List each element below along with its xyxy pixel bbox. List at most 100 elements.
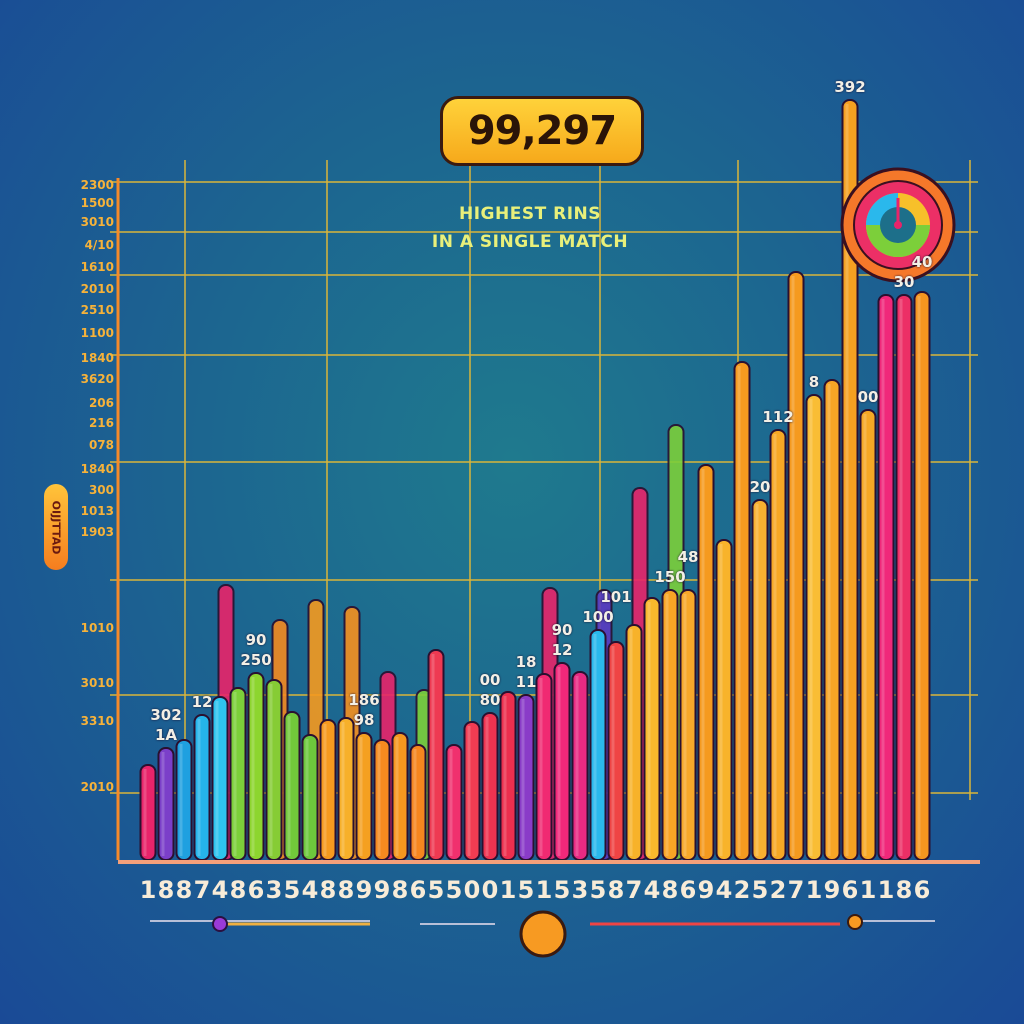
bar-highlight [593, 634, 597, 856]
x-tick-label: 9 [823, 876, 841, 904]
bar [643, 597, 661, 861]
y-tick-label: 2510 [80, 303, 114, 317]
bar [805, 394, 823, 861]
bar-highlight [287, 716, 291, 856]
x-tick-label: 1 [535, 876, 553, 904]
x-tick-label: 2 [733, 876, 751, 904]
bar-highlight [521, 699, 525, 856]
y-tick-label: 3010 [80, 675, 114, 690]
x-tick-label: 1 [499, 876, 517, 904]
x-tick-label: 6 [409, 876, 427, 904]
x-tick-label: 9 [355, 876, 373, 904]
bar [211, 696, 229, 861]
x-tick-label: 4 [211, 876, 229, 904]
y-tick-label: 3310 [80, 713, 114, 728]
x-tick-label: 5 [283, 876, 301, 904]
bar [625, 624, 643, 861]
x-tick-label: 9 [373, 876, 391, 904]
bar [661, 589, 679, 861]
x-tick-label: 1 [859, 876, 877, 904]
bar-highlight [449, 749, 453, 856]
bar-highlight [503, 696, 507, 856]
slider-handle-right[interactable] [847, 914, 863, 930]
x-tick-label: 9 [697, 876, 715, 904]
bar [427, 649, 445, 861]
bar [679, 589, 697, 861]
x-tick-label: 6 [841, 876, 859, 904]
bar-highlight [647, 602, 651, 856]
bar [697, 464, 715, 861]
bar [589, 629, 607, 861]
bar [391, 732, 409, 861]
slider-handle-center[interactable] [519, 910, 567, 958]
bar-highlight [233, 692, 237, 856]
bar-highlight [413, 749, 417, 856]
x-tick-label: 5 [517, 876, 535, 904]
bar [517, 694, 535, 861]
y-tick-label: 1013 [80, 504, 114, 518]
x-tick-label: 8 [895, 876, 913, 904]
bar-highlight [557, 667, 561, 856]
bottom-slider[interactable] [150, 910, 935, 958]
x-tick-label: 4 [301, 876, 319, 904]
bar-highlight [467, 726, 471, 856]
data-label: 90 [551, 621, 573, 639]
bar-highlight [251, 677, 255, 856]
bar-highlight [629, 629, 633, 856]
bar [895, 294, 913, 861]
bar [337, 717, 355, 861]
y-tick-label: 2010 [80, 282, 114, 296]
data-label: 186 [348, 691, 380, 709]
bar [715, 539, 733, 861]
bar-highlight [863, 414, 867, 856]
bar-highlight [431, 654, 435, 856]
x-tick-label: 6 [913, 876, 931, 904]
x-tick-label: 7 [193, 876, 211, 904]
bar-highlight [395, 737, 399, 856]
y-tick-label: 1500 [80, 196, 114, 210]
x-tick-label: 1 [805, 876, 823, 904]
bar [247, 672, 265, 861]
x-tick-label: 5 [751, 876, 769, 904]
data-label: 8 [808, 373, 820, 391]
bar-highlight [899, 299, 903, 856]
data-label: 18 [515, 653, 537, 671]
x-tick-label: 6 [247, 876, 265, 904]
data-label: 12 [191, 693, 213, 711]
bar-highlight [215, 701, 219, 856]
x-tick-label: 0 [463, 876, 481, 904]
y-tick-label: 3620 [80, 372, 114, 386]
x-tick-label: 8 [337, 876, 355, 904]
x-tick-label: 8 [157, 876, 175, 904]
bar [139, 764, 157, 861]
chart-title-line-1: HIGHEST RINS [459, 204, 601, 224]
x-tick-label: 1 [139, 876, 157, 904]
bar-highlight [917, 296, 921, 856]
data-label: 392 [834, 78, 866, 96]
x-tick-label: 0 [481, 876, 499, 904]
bar [355, 732, 373, 861]
data-label: 90 [245, 631, 267, 649]
x-tick-label: 4 [715, 876, 733, 904]
y-tick-label: 1100 [80, 326, 114, 340]
data-label: 30 [893, 273, 915, 291]
data-label: 00 [479, 671, 501, 689]
bar-highlight [575, 676, 579, 856]
bar-highlight [881, 299, 885, 856]
x-tick-label: 8 [391, 876, 409, 904]
data-label: 20 [749, 478, 771, 496]
slider-handle-left[interactable] [212, 916, 228, 932]
bar-highlight [791, 276, 795, 856]
bar [409, 744, 427, 861]
bar [607, 641, 625, 861]
bar [373, 739, 391, 861]
bar [319, 719, 337, 861]
data-label: 250 [240, 651, 272, 669]
bar [553, 662, 571, 861]
data-label: 1A [154, 726, 178, 744]
data-label: 150 [654, 568, 686, 586]
bar [445, 744, 463, 861]
bar-highlight [719, 544, 723, 856]
y-tick-label: 2010 [80, 780, 114, 794]
bar [283, 711, 301, 861]
